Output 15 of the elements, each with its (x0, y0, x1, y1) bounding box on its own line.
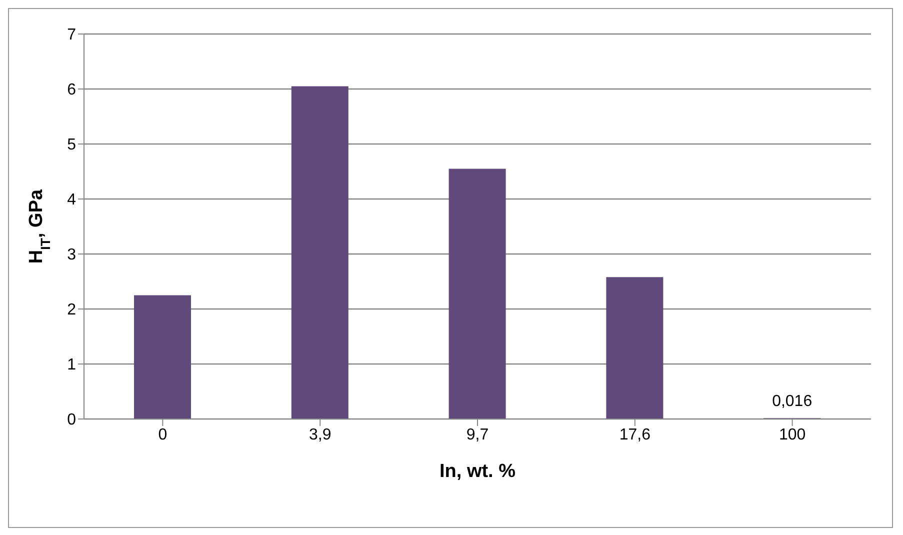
x-tick-label: 17,6 (619, 426, 651, 444)
y-tick-label: 3 (67, 246, 76, 264)
y-tick-label: 1 (67, 356, 76, 374)
y-tick-label: 0 (67, 412, 76, 429)
x-axis-title: In, wt. % (440, 461, 516, 482)
x-tick-label: 3,9 (308, 426, 332, 444)
y-tick-label: 2 (67, 302, 76, 319)
x-tick-label: 0 (158, 426, 168, 444)
data-label: 0,016 (772, 393, 812, 410)
y-tick-label: 6 (67, 82, 76, 99)
y-tick-label: 4 (67, 192, 76, 209)
y-tick-label: 5 (67, 136, 76, 154)
x-tick-label: 100 (778, 426, 806, 444)
y-tick-label: 7 (67, 26, 76, 44)
x-tick-label: 9,7 (466, 426, 489, 444)
